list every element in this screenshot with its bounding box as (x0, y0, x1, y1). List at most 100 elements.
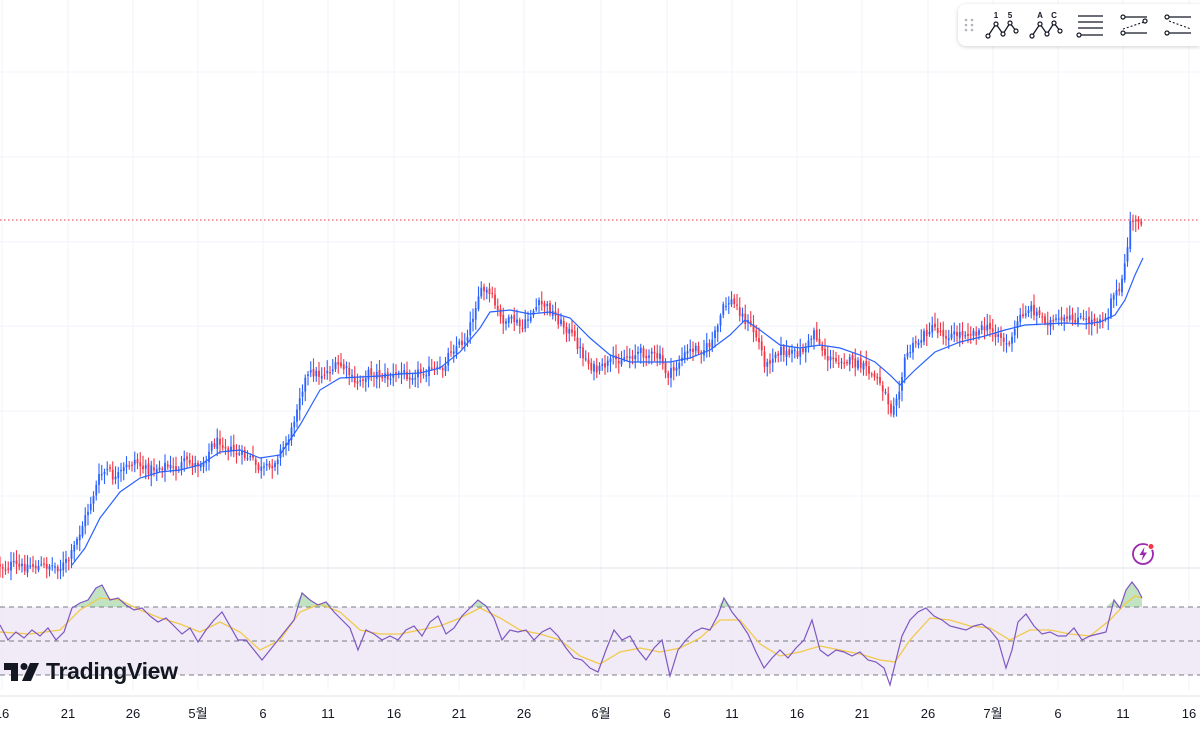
candle-body (0, 564, 1, 567)
candle-body (609, 358, 612, 363)
candle-body (791, 350, 793, 354)
tool-label: C (1051, 11, 1057, 20)
candle-body (153, 467, 155, 471)
candle-body (859, 358, 862, 368)
candle-body (103, 471, 106, 475)
candle-body (331, 369, 334, 372)
candle-body (194, 463, 197, 466)
candle-body (1071, 314, 1074, 321)
candle-body (425, 375, 428, 377)
regression-trend-icon[interactable] (1156, 4, 1200, 46)
candle-body (670, 368, 672, 378)
candle-body (23, 563, 26, 571)
candle-body (370, 368, 373, 376)
candle-body (397, 372, 400, 374)
candle-body (1121, 278, 1123, 293)
candle-body (936, 328, 939, 333)
lightning-icon[interactable] (1131, 541, 1157, 567)
candle-body (65, 558, 67, 563)
candle-body (202, 462, 205, 467)
candle-body (535, 306, 538, 310)
candle-body (48, 566, 51, 570)
candle-body (705, 343, 708, 351)
candle-body (802, 348, 804, 352)
candle-body (1057, 318, 1060, 320)
candle-body (461, 340, 463, 346)
candle-body (752, 324, 755, 333)
candle-body (560, 319, 562, 325)
candle-body (414, 378, 417, 380)
candle-body (241, 450, 243, 455)
candle-body (1077, 317, 1079, 325)
candle-body (125, 464, 128, 468)
candle-body (144, 465, 147, 469)
candle-body (595, 365, 598, 373)
candle-body (12, 560, 15, 563)
tradingview-logo[interactable]: TradingView (4, 658, 178, 685)
candle-body (301, 391, 304, 397)
candle-body (309, 370, 312, 373)
candle-body (697, 345, 700, 354)
candle-body (788, 349, 791, 356)
candle-body (925, 329, 928, 337)
candle-body (505, 321, 507, 324)
candle-body (524, 319, 527, 329)
candle-body (188, 460, 191, 464)
candle-body (318, 370, 320, 377)
candle-body (92, 496, 95, 504)
candle-body (348, 367, 351, 376)
candle-body (604, 363, 606, 368)
abcd-pattern-icon[interactable]: A C (1024, 4, 1068, 46)
candle-body (378, 369, 381, 378)
candle-body (620, 360, 623, 365)
candle-body (507, 317, 510, 324)
candle-body (661, 355, 664, 364)
candle-body (395, 372, 397, 374)
horizontal-lines-icon[interactable] (1068, 4, 1112, 46)
candle-body (942, 329, 945, 337)
candle-body (150, 465, 153, 476)
candle-body (719, 315, 722, 326)
candle-body (892, 406, 895, 415)
candle-body (15, 560, 18, 565)
candle-body (334, 362, 337, 369)
candle-body (260, 466, 263, 471)
candle-body (109, 467, 111, 469)
candle-body (191, 463, 194, 468)
candle-body (340, 362, 342, 367)
candle-body (843, 362, 846, 364)
candle-body (452, 351, 455, 354)
candle-body (912, 342, 914, 353)
candle-body (1005, 343, 1008, 345)
rsi-overbought-fill (724, 598, 732, 607)
candle-body (450, 351, 452, 353)
xabcd-pattern-icon[interactable]: 1 5 (980, 4, 1024, 46)
candle-body (375, 371, 378, 379)
candle-body (199, 465, 202, 468)
time-axis-label: 5월 (188, 706, 207, 721)
candle-body (1, 567, 4, 569)
candle-body (868, 366, 870, 374)
rsi-signal-line (0, 595, 1143, 665)
time-axis-label: 11 (1116, 706, 1130, 721)
rsi-overbought-fill (326, 602, 334, 607)
parallel-channel-icon[interactable] (1112, 4, 1156, 46)
candle-body (40, 564, 43, 566)
drag-handle-icon[interactable] (958, 4, 980, 46)
candle-body (994, 332, 997, 338)
candle-body (323, 374, 326, 376)
rsi-overbought-fill (102, 585, 110, 607)
candle-body (232, 444, 235, 452)
candle-body (870, 374, 873, 376)
candle-body (54, 566, 56, 568)
candle-body (216, 437, 219, 449)
candle-body (238, 453, 241, 455)
candle-body (364, 378, 367, 383)
candle-body (573, 330, 576, 337)
candle-body (268, 463, 271, 468)
candle-body (21, 563, 23, 567)
candle-body (477, 296, 480, 310)
time-axis-label: 6 (259, 706, 266, 721)
candle-body (257, 464, 260, 470)
